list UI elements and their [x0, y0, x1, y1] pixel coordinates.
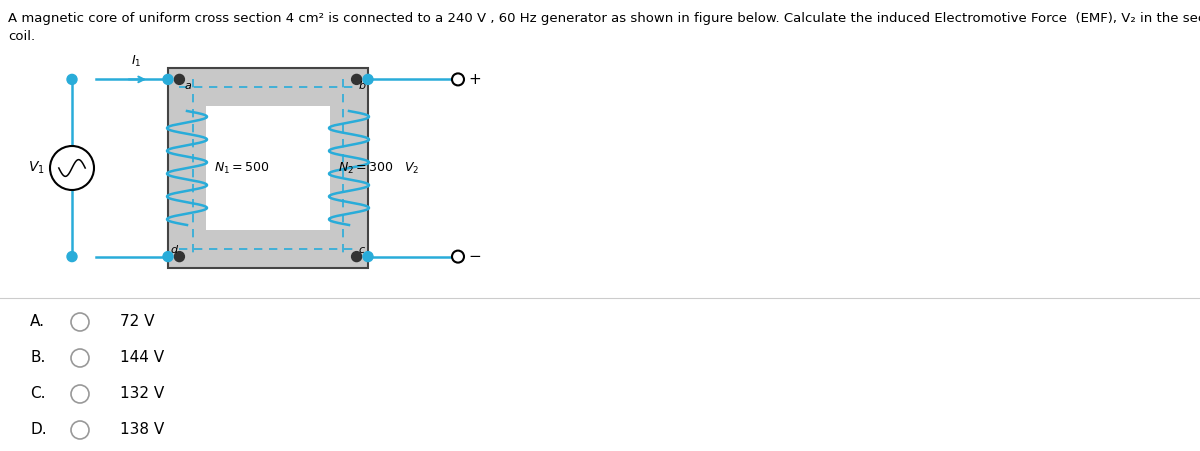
Circle shape — [71, 313, 89, 331]
Circle shape — [50, 146, 94, 190]
Bar — [206, 106, 330, 230]
Text: c: c — [359, 244, 365, 255]
Text: B.: B. — [30, 350, 46, 365]
Text: 138 V: 138 V — [120, 423, 164, 437]
Circle shape — [67, 252, 77, 262]
Circle shape — [364, 252, 373, 262]
Circle shape — [364, 74, 373, 84]
Bar — [168, 68, 368, 268]
Text: coil.: coil. — [8, 30, 35, 43]
Circle shape — [452, 251, 464, 262]
Circle shape — [163, 74, 173, 84]
Text: A.: A. — [30, 314, 46, 330]
Text: $N_2 = 300$   $V_2$: $N_2 = 300$ $V_2$ — [338, 161, 420, 175]
Circle shape — [352, 74, 361, 84]
Circle shape — [71, 421, 89, 439]
Text: 72 V: 72 V — [120, 314, 155, 330]
Text: D.: D. — [30, 423, 47, 437]
Circle shape — [174, 252, 185, 262]
Circle shape — [163, 252, 173, 262]
Text: b: b — [359, 81, 366, 92]
Text: 144 V: 144 V — [120, 350, 164, 365]
Circle shape — [452, 74, 464, 85]
Text: −: − — [468, 249, 481, 264]
Circle shape — [71, 349, 89, 367]
Text: A magnetic core of uniform cross section 4 cm² is connected to a 240 V , 60 Hz g: A magnetic core of uniform cross section… — [8, 12, 1200, 25]
Text: $N_1 = 500$: $N_1 = 500$ — [214, 161, 270, 175]
Text: C.: C. — [30, 387, 46, 401]
Text: +: + — [468, 72, 481, 87]
Text: d: d — [170, 244, 178, 255]
Circle shape — [174, 74, 185, 84]
Text: $V_1$: $V_1$ — [29, 160, 46, 176]
Circle shape — [67, 74, 77, 84]
Circle shape — [352, 252, 361, 262]
Circle shape — [71, 385, 89, 403]
Text: a: a — [185, 81, 191, 92]
Text: $I_1$: $I_1$ — [131, 54, 142, 69]
Text: 132 V: 132 V — [120, 387, 164, 401]
